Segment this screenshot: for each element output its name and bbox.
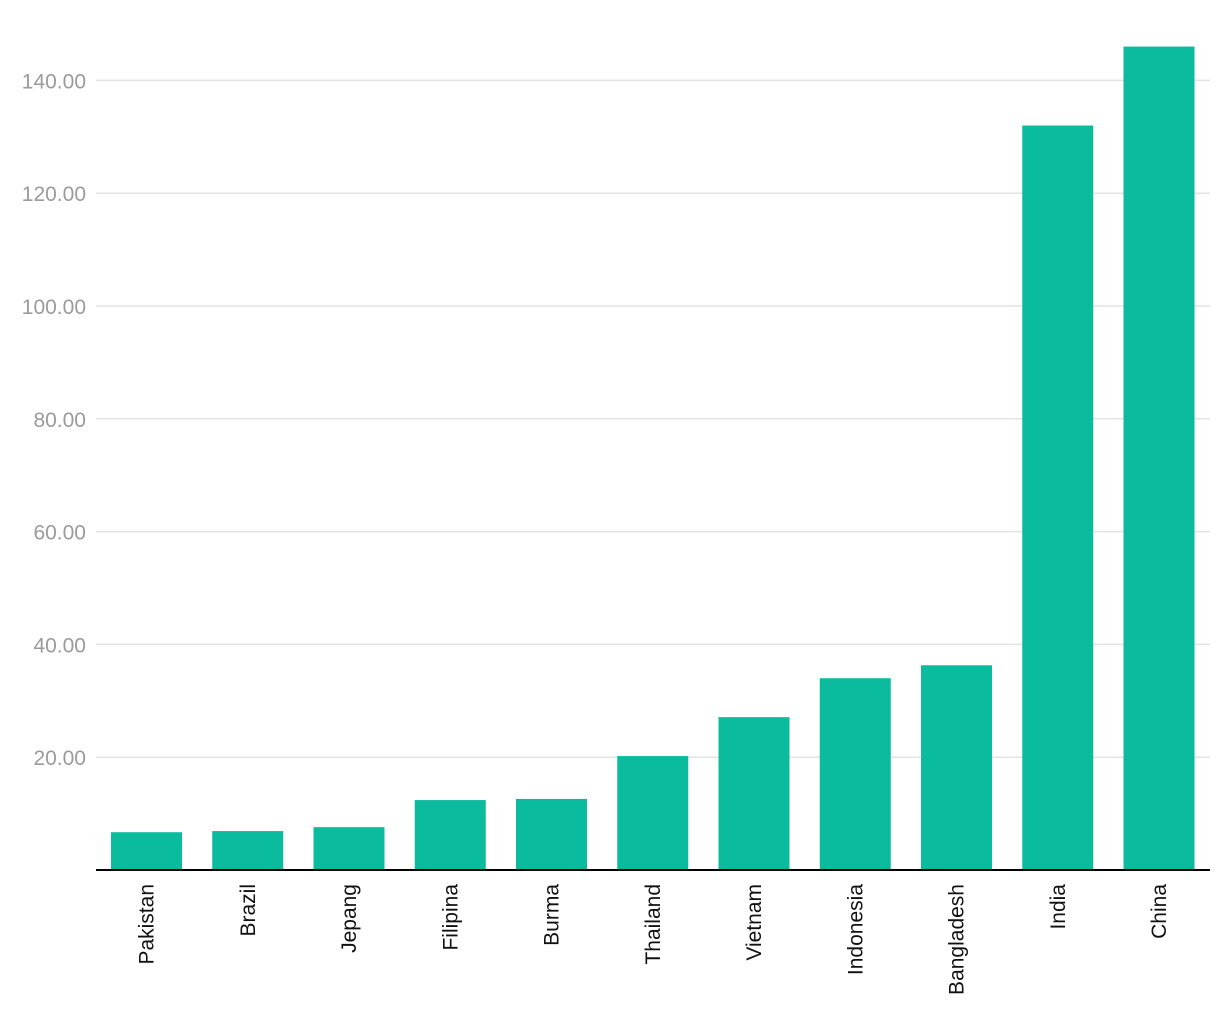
bar-bangladesh [921,665,992,870]
x-tick-label: India [1047,884,1070,930]
bar-thailand [617,756,689,870]
x-tick-label: Jepang [338,884,361,953]
x-tick-label: Filipina [439,884,462,951]
bar-vietnam [718,717,790,870]
y-tick-label: 120.00 [22,183,86,206]
bar-indonesia [819,678,891,870]
x-tick-label: Vietnam [743,884,766,961]
y-tick-label: 140.00 [22,70,86,93]
bar-india [1022,125,1094,870]
bar-filipina [414,800,486,870]
x-tick-label: Thailand [642,884,665,965]
y-tick-label: 60.00 [33,522,86,545]
y-tick-label: 80.00 [33,409,86,432]
bar-burma [516,798,587,870]
bar-jepang [313,827,385,870]
y-tick-label: 20.00 [33,747,86,770]
gridlines [96,79,1210,758]
x-tick-label: Brazil [237,884,260,937]
x-tick-label: China [1148,884,1171,939]
bar-pakistan [111,832,182,870]
y-tick-label: 40.00 [33,634,86,657]
x-axis-ticks: Pakistan Brazil Jepang Filipina Burma Thailan… [136,884,1172,995]
x-tick-label: Bangladesh [946,884,969,995]
y-axis-ticks: 20.00 40.00 60.00 80.00 100.00 120.00 140.00 [22,70,86,770]
x-tick-label: Indonesia [844,884,867,975]
bar-brazil [212,831,284,870]
y-tick-label: 100.00 [22,296,86,319]
bar-china [1123,46,1195,871]
x-tick-label: Pakistan [136,884,159,965]
bars [111,46,1195,871]
x-tick-label: Burma [541,884,564,946]
